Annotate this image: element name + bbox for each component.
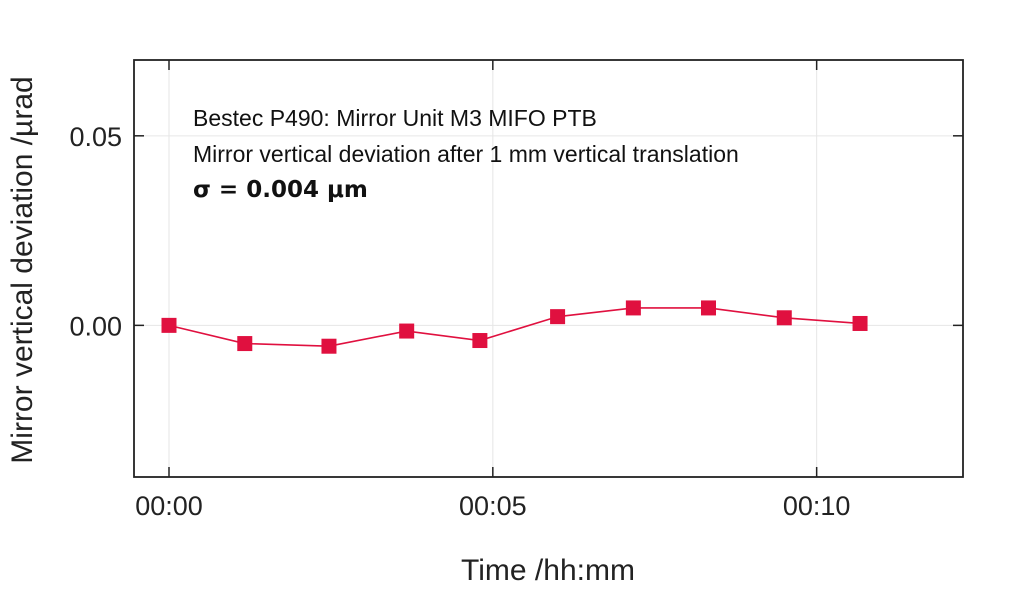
annotation-line-2: Mirror vertical deviation after 1 mm ver… xyxy=(193,141,739,167)
data-point-2 xyxy=(321,338,337,354)
plot-frame xyxy=(133,59,964,478)
annotation-sigma: σ = 0.004 μm xyxy=(193,177,368,203)
y-tick-label-1: 0.05 xyxy=(69,122,122,152)
data-point-3 xyxy=(399,323,415,339)
x-axis-label: Time /hh:mm xyxy=(461,554,635,587)
data-point-1 xyxy=(237,336,253,352)
x-tick-label-2: 00:10 xyxy=(783,491,851,521)
ticks: 00:00 00:05 00:10 0.00 0.05 xyxy=(69,60,963,521)
data-point-9 xyxy=(852,315,868,331)
series-line-0 xyxy=(168,307,861,348)
grid xyxy=(134,60,963,477)
series xyxy=(161,300,868,354)
y-axis-label: Mirror vertical deviation /µrad xyxy=(6,76,39,463)
data-point-4 xyxy=(472,333,488,349)
data-point-7 xyxy=(700,300,716,316)
x-tick-label-1: 00:05 xyxy=(459,491,527,521)
data-point-6 xyxy=(625,300,641,316)
x-tick-label-0: 00:00 xyxy=(135,491,203,521)
data-point-8 xyxy=(776,310,792,326)
data-point-0 xyxy=(161,317,177,333)
data-point-5 xyxy=(550,309,566,325)
annotation-line-1: Bestec P490: Mirror Unit M3 MIFO PTB xyxy=(193,105,597,131)
y-tick-label-0: 0.00 xyxy=(69,311,122,341)
